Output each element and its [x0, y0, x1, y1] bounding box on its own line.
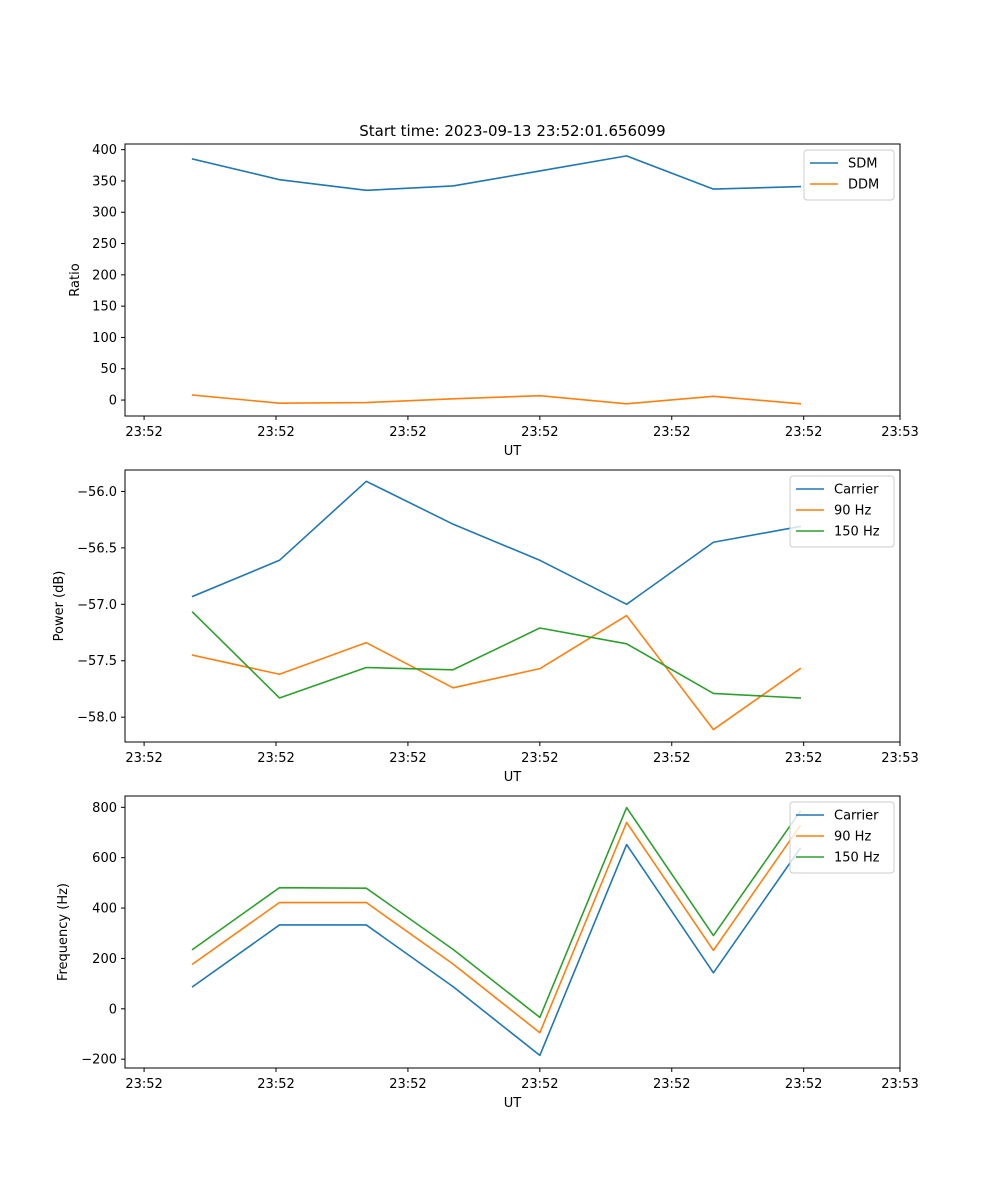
y-tick-label: −56.5	[77, 541, 117, 556]
subplot-power: 23:52 23:52 23:52 23:52 23:52 23:52 23:53 −58.0…	[52, 469, 919, 785]
x-tick-label: 23:52	[785, 425, 822, 440]
figure-title: Start time: 2023-09-13 23:52:01.656099	[359, 122, 665, 140]
series-line-150-hz	[191, 611, 802, 699]
x-tick-label: 23:52	[257, 751, 294, 766]
legend-box	[789, 475, 895, 548]
x-tick-label: 23:52	[389, 425, 426, 440]
y-axis-label: Power (dB)	[52, 571, 67, 642]
series-line-ddm	[191, 394, 802, 405]
series-line-carrier	[191, 480, 802, 606]
x-tick-label: 23:52	[653, 751, 690, 766]
y-tick-label: 400	[92, 143, 117, 158]
series-line-90-hz	[191, 821, 802, 1034]
axes-frame	[124, 143, 901, 417]
axes-frame	[124, 795, 901, 1069]
series-line-carrier	[191, 843, 802, 1057]
x-tick-label: 23:53	[881, 1077, 918, 1092]
y-tick-label: −57.0	[77, 598, 117, 613]
y-tick-label: −57.5	[77, 654, 117, 669]
x-axis-label: UT	[504, 444, 522, 459]
x-tick-label: 23:52	[521, 425, 558, 440]
y-tick-label: 200	[92, 268, 117, 283]
y-tick-label: 50	[100, 362, 117, 377]
y-tick-label: −200	[81, 1053, 117, 1068]
subplot-frequency: 23:52 23:52 23:52 23:52 23:52 23:52 23:53 −200 0…	[56, 795, 919, 1111]
subplot-ratio: 23:52 23:52 23:52 23:52 23:52 23:52 23:53 0 50 10…	[68, 143, 919, 459]
legend-label-carrier: Carrier	[834, 809, 879, 824]
legend-label-sdm: SDM	[848, 157, 877, 172]
x-tick-label: 23:52	[653, 1077, 690, 1092]
legend-label-90-hz: 90 Hz	[834, 830, 871, 845]
y-tick-label: 400	[92, 902, 117, 917]
series-line-150-hz	[191, 806, 802, 1019]
legend-label-150-hz: 150 Hz	[834, 525, 880, 540]
y-tick-label: 0	[109, 394, 117, 409]
legend-label-ddm: DDM	[848, 178, 879, 193]
x-axis-label: UT	[504, 770, 522, 785]
x-tick-label: 23:52	[125, 751, 162, 766]
y-tick-label: 800	[92, 801, 117, 816]
y-tick-label: −56.0	[77, 485, 117, 500]
legend: SDM DDM	[803, 149, 895, 201]
legend-label-carrier: Carrier	[834, 483, 879, 498]
y-axis-label: Frequency (Hz)	[56, 883, 71, 981]
legend-box	[789, 801, 895, 874]
y-tick-label: 300	[92, 206, 117, 221]
series-line-90-hz	[191, 614, 802, 731]
x-tick-label: 23:52	[521, 1077, 558, 1092]
x-tick-label: 23:52	[785, 1077, 822, 1092]
x-tick-label: 23:52	[785, 751, 822, 766]
axes-frame	[124, 469, 901, 743]
x-tick-label: 23:52	[653, 425, 690, 440]
y-tick-label: −58.0	[77, 711, 117, 726]
x-tick-label: 23:52	[389, 1077, 426, 1092]
x-tick-label: 23:53	[881, 751, 918, 766]
y-axis-label: Ratio	[68, 263, 83, 296]
x-tick-label: 23:52	[125, 425, 162, 440]
legend: Carrier 90 Hz 150 Hz	[789, 801, 895, 874]
x-tick-label: 23:52	[521, 751, 558, 766]
legend: Carrier 90 Hz 150 Hz	[789, 475, 895, 548]
x-tick-label: 23:52	[257, 1077, 294, 1092]
y-tick-label: 100	[92, 331, 117, 346]
y-tick-label: 0	[109, 1002, 117, 1017]
x-tick-label: 23:52	[125, 1077, 162, 1092]
x-tick-label: 23:52	[257, 425, 294, 440]
y-tick-label: 350	[92, 174, 117, 189]
y-tick-label: 600	[92, 851, 117, 866]
series-line-sdm	[191, 155, 802, 192]
legend-label-150-hz: 150 Hz	[834, 851, 880, 866]
y-tick-label: 250	[92, 237, 117, 252]
y-tick-label: 150	[92, 300, 117, 315]
y-tick-label: 200	[92, 952, 117, 967]
legend-label-90-hz: 90 Hz	[834, 504, 871, 519]
x-axis-label: UT	[504, 1096, 522, 1111]
x-tick-label: 23:52	[389, 751, 426, 766]
x-tick-label: 23:53	[881, 425, 918, 440]
